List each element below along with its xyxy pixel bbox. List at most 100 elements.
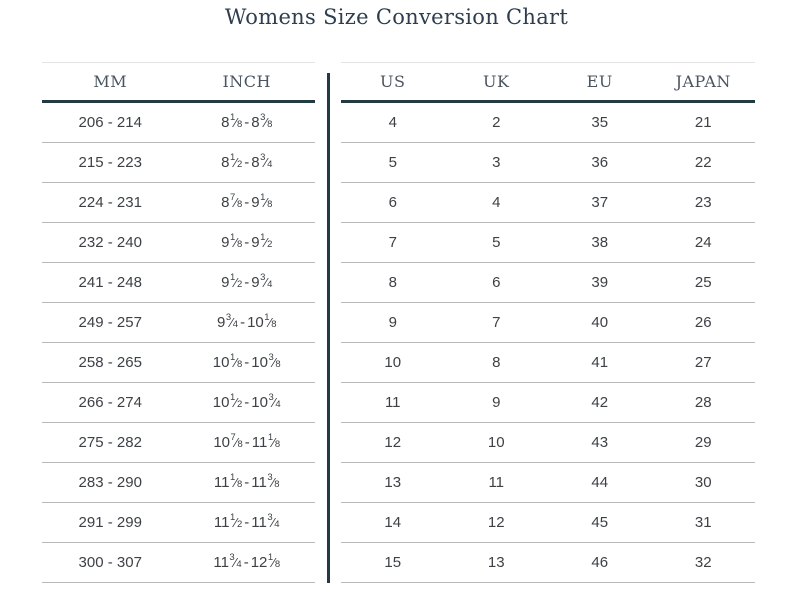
uk-size-cell: 11 (444, 462, 548, 503)
japan-size-cell: 29 (651, 422, 755, 463)
mm-range-cell: 224 - 231 (42, 182, 179, 223)
eu-size-cell: 41 (548, 342, 652, 383)
us-size-cell: 15 (341, 542, 445, 583)
us-size-cell: 4 (341, 101, 445, 143)
japan-size-cell: 32 (651, 542, 755, 583)
uk-size-cell: 2 (444, 101, 548, 143)
eu-size-cell: 42 (548, 382, 652, 423)
us-size-cell: 7 (341, 222, 445, 263)
us-size-cell: 12 (341, 422, 445, 463)
japan-size-cell: 22 (651, 142, 755, 183)
uk-size-cell: 10 (444, 422, 548, 463)
size-row-left: 291 - 299 111⁄2-113⁄4 (42, 502, 315, 543)
size-row-right: 14 12 45 31 (341, 502, 755, 543)
size-row-right: 4 2 35 21 (341, 101, 755, 143)
mm-inch-table: MM INCH 206 - 214 81⁄8-83⁄8 215 - 223 81⁄2-… (42, 62, 315, 583)
size-row-left: 249 - 257 93⁄4-101⁄8 (42, 302, 315, 343)
inch-range-cell: 87⁄8-91⁄8 (178, 182, 315, 223)
eu-size-cell: 39 (548, 262, 652, 303)
uk-size-cell: 6 (444, 262, 548, 303)
japan-size-cell: 23 (651, 182, 755, 223)
mm-range-cell: 266 - 274 (42, 382, 179, 423)
japan-size-cell: 28 (651, 382, 755, 423)
inch-range-cell: 107⁄8-111⁄8 (178, 422, 315, 463)
size-row-left: 215 - 223 81⁄2-83⁄4 (42, 142, 315, 183)
uk-size-cell: 9 (444, 382, 548, 423)
us-size-cell: 10 (341, 342, 445, 383)
us-size-cell: 13 (341, 462, 445, 503)
us-size-cell: 9 (341, 302, 445, 343)
header-row-right: US UK EU JAPAN (341, 62, 755, 103)
size-row-left: 266 - 274 101⁄2-103⁄4 (42, 382, 315, 423)
uk-size-cell: 5 (444, 222, 548, 263)
japan-size-cell: 26 (651, 302, 755, 343)
intl-size-table-body: 4 2 35 21 5 3 36 22 6 4 37 23 7 5 38 24 8 6 39 25 9 7 40 26 10 8 4… (341, 101, 755, 583)
col-header-us: US (341, 62, 445, 103)
japan-size-cell: 21 (651, 101, 755, 143)
japan-size-cell: 30 (651, 462, 755, 503)
uk-size-cell: 12 (444, 502, 548, 543)
us-size-cell: 6 (341, 182, 445, 223)
inch-range-cell: 111⁄2-113⁄4 (178, 502, 315, 543)
japan-size-cell: 31 (651, 502, 755, 543)
col-header-eu: EU (548, 62, 652, 103)
eu-size-cell: 46 (548, 542, 652, 583)
eu-size-cell: 38 (548, 222, 652, 263)
uk-size-cell: 4 (444, 182, 548, 223)
japan-size-cell: 27 (651, 342, 755, 383)
inch-range-cell: 91⁄8-91⁄2 (178, 222, 315, 263)
uk-size-cell: 3 (444, 142, 548, 183)
mm-range-cell: 249 - 257 (42, 302, 179, 343)
size-row-right: 6 4 37 23 (341, 182, 755, 223)
inch-range-cell: 93⁄4-101⁄8 (178, 302, 315, 343)
mm-range-cell: 232 - 240 (42, 222, 179, 263)
size-conversion-chart: MM INCH 206 - 214 81⁄8-83⁄8 215 - 223 81⁄2-… (42, 62, 793, 583)
eu-size-cell: 45 (548, 502, 652, 543)
col-header-inch: INCH (178, 62, 315, 103)
size-row-right: 8 6 39 25 (341, 262, 755, 303)
mm-range-cell: 258 - 265 (42, 342, 179, 383)
eu-size-cell: 43 (548, 422, 652, 463)
eu-size-cell: 36 (548, 142, 652, 183)
size-row-right: 9 7 40 26 (341, 302, 755, 343)
inch-range-cell: 101⁄8-103⁄8 (178, 342, 315, 383)
eu-size-cell: 40 (548, 302, 652, 343)
us-size-cell: 14 (341, 502, 445, 543)
eu-size-cell: 37 (548, 182, 652, 223)
mm-range-cell: 275 - 282 (42, 422, 179, 463)
size-row-left: 275 - 282 107⁄8-111⁄8 (42, 422, 315, 463)
size-row-right: 10 8 41 27 (341, 342, 755, 383)
mm-range-cell: 291 - 299 (42, 502, 179, 543)
size-row-right: 12 10 43 29 (341, 422, 755, 463)
col-header-uk: UK (444, 62, 548, 103)
japan-size-cell: 25 (651, 262, 755, 303)
japan-size-cell: 24 (651, 222, 755, 263)
size-row-left: 206 - 214 81⁄8-83⁄8 (42, 101, 315, 143)
inch-range-cell: 81⁄2-83⁄4 (178, 142, 315, 183)
mm-range-cell: 215 - 223 (42, 142, 179, 183)
size-row-left: 258 - 265 101⁄8-103⁄8 (42, 342, 315, 383)
inch-range-cell: 91⁄2-93⁄4 (178, 262, 315, 303)
size-row-right: 5 3 36 22 (341, 142, 755, 183)
uk-size-cell: 8 (444, 342, 548, 383)
size-row-right: 15 13 46 32 (341, 542, 755, 583)
inch-range-cell: 81⁄8-83⁄8 (178, 101, 315, 143)
mm-range-cell: 206 - 214 (42, 101, 179, 143)
header-row-left: MM INCH (42, 62, 315, 103)
us-size-cell: 5 (341, 142, 445, 183)
col-header-mm: MM (42, 62, 179, 103)
eu-size-cell: 44 (548, 462, 652, 503)
col-header-japan: JAPAN (651, 62, 755, 103)
size-row-left: 224 - 231 87⁄8-91⁄8 (42, 182, 315, 223)
inch-range-cell: 111⁄8-113⁄8 (178, 462, 315, 503)
eu-size-cell: 35 (548, 101, 652, 143)
page-title: Womens Size Conversion Chart (224, 5, 569, 29)
inch-range-cell: 101⁄2-103⁄4 (178, 382, 315, 423)
inch-range-cell: 113⁄4-121⁄8 (178, 542, 315, 583)
size-row-left: 241 - 248 91⁄2-93⁄4 (42, 262, 315, 303)
mm-range-cell: 283 - 290 (42, 462, 179, 503)
mm-inch-table-body: 206 - 214 81⁄8-83⁄8 215 - 223 81⁄2-83⁄4 224 … (42, 101, 315, 583)
uk-size-cell: 7 (444, 302, 548, 343)
us-size-cell: 8 (341, 262, 445, 303)
intl-size-table: US UK EU JAPAN 4 2 35 21 5 3 36 22 6 4 37 23 7 5 38 24 8… (341, 62, 755, 583)
